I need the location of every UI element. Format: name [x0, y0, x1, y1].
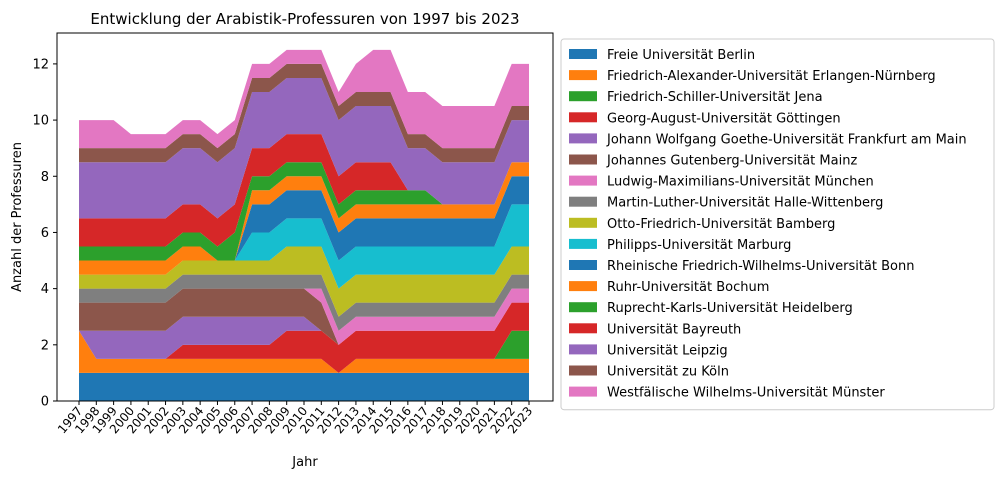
legend-entry: Rheinische Friedrich-Wilhelms-Universitä…	[607, 259, 914, 274]
legend-swatch	[569, 196, 597, 207]
area-series-16	[79, 49, 529, 149]
x-axis-label: Jahr	[291, 455, 318, 470]
axes: 0246810121997199819992000200120022003200…	[32, 32, 554, 436]
legend-entry: Universität Bayreuth	[607, 322, 741, 337]
plot-areas	[79, 49, 529, 401]
legend-entry: Ruprecht-Karls-Universität Heidelberg	[607, 301, 853, 316]
legend-entry: Westfälische Wilhelms-Universität Münste…	[607, 386, 885, 401]
chart-title: Entwicklung der Arabistik-Professuren vo…	[90, 10, 519, 28]
legend-swatch	[569, 344, 597, 355]
legend-swatch	[569, 365, 597, 376]
area-series-12	[79, 162, 529, 261]
legend-swatch	[569, 217, 597, 228]
legend-swatch	[569, 238, 597, 249]
area-series-10	[79, 176, 529, 275]
legend-swatch	[569, 49, 597, 59]
area-series-14	[79, 77, 529, 219]
area-series-7	[79, 274, 529, 331]
legend-entry: Otto-Friedrich-Universität Bamberg	[607, 217, 835, 232]
y-tick-label: 2	[41, 338, 49, 353]
legend-swatch	[569, 281, 597, 292]
y-axis-label: Anzahl der Professuren	[10, 142, 25, 292]
area-series-0	[79, 372, 529, 401]
y-tick-label: 6	[41, 226, 49, 241]
legend-entry: Friedrich-Alexander-Universität Erlangen…	[607, 69, 936, 84]
legend-swatch	[569, 260, 597, 270]
legend-entry: Universität zu Köln	[607, 365, 729, 380]
y-tick-label: 0	[41, 395, 49, 410]
area-series-4	[79, 302, 529, 359]
legend-swatch	[569, 112, 597, 123]
legend-entry: Ludwig-Maximilians-Universität München	[607, 175, 874, 190]
legend-entry: Johannes Gutenberg-Universität Mainz	[606, 154, 857, 169]
legend-entry: Universität Leipzig	[607, 343, 728, 358]
area-series-5	[79, 288, 529, 345]
legend-entry: Friedrich-Schiller-Universität Jena	[607, 90, 823, 105]
legend-swatch	[569, 386, 597, 397]
legend-swatch	[569, 302, 597, 313]
area-series-8	[79, 246, 529, 317]
legend-entry: Ruhr-Universität Bochum	[607, 280, 769, 295]
plot-frame	[56, 32, 554, 402]
legend-swatch	[569, 154, 597, 165]
legend: Freie Universität Berlin Friedrich-Alexan…	[560, 38, 995, 411]
legend-swatch	[569, 133, 597, 144]
y-tick-label: 12	[32, 57, 49, 72]
area-series-9	[79, 204, 529, 289]
legend-entry: Georg-August-Universität Göttingen	[607, 111, 841, 126]
area-series-15	[79, 63, 529, 163]
legend-swatch	[569, 91, 597, 102]
legend-entry: Philipps-Universität Marburg	[607, 238, 791, 253]
y-tick-label: 10	[32, 114, 49, 129]
area-series-1	[79, 330, 529, 373]
area-series-3	[79, 302, 529, 373]
y-tick-label: 4	[41, 282, 49, 297]
area-series-11	[79, 162, 529, 275]
y-tick-label: 8	[41, 170, 49, 185]
legend-entry: Freie Universität Berlin	[607, 48, 755, 63]
legend-entry: Johann Wolfgang Goethe-Universität Frank…	[606, 132, 967, 147]
legend-swatch	[569, 175, 597, 186]
legend-swatch	[569, 323, 597, 334]
legend-box	[560, 38, 995, 411]
legend-swatch	[569, 70, 597, 81]
legend-entry: Martin-Luther-Universität Halle-Wittenbe…	[607, 196, 883, 211]
area-series-13	[79, 134, 529, 247]
